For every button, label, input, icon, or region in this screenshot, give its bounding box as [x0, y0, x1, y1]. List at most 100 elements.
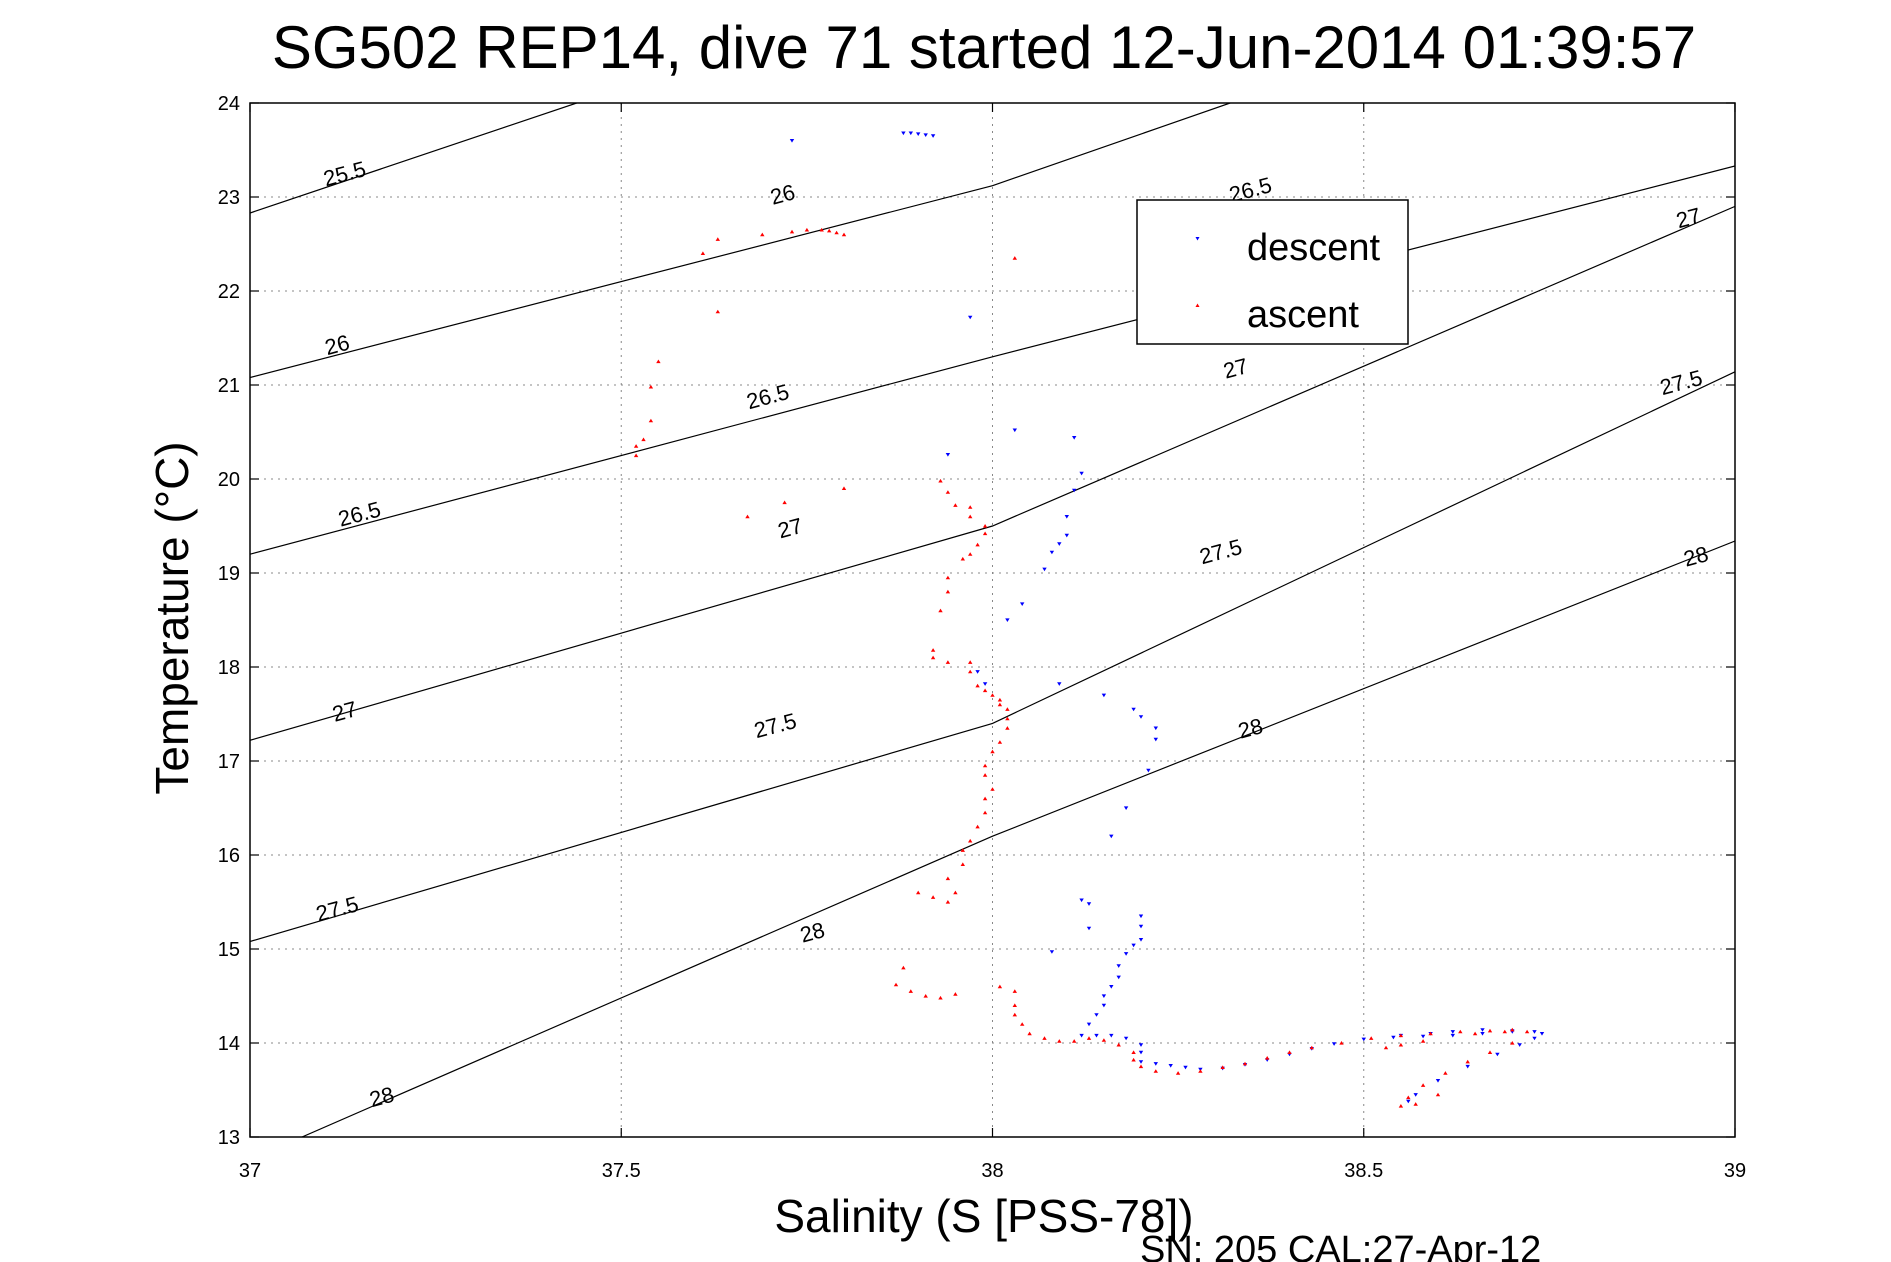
y-tick-label: 13 [218, 1127, 240, 1149]
ascent-point [1435, 1092, 1441, 1097]
descent-point [1101, 994, 1107, 998]
ascent-point [1510, 1027, 1515, 1032]
ascent-point [908, 989, 913, 993]
ascent-point [982, 810, 988, 815]
legend-descent-label: descent [1247, 227, 1381, 269]
descent-point [1116, 964, 1121, 968]
descent-point [1116, 975, 1121, 980]
descent-point [1072, 436, 1077, 440]
descent-point [1079, 898, 1084, 903]
descent-point [1138, 1043, 1144, 1047]
legend-descent-marker [1195, 237, 1200, 241]
ascent-point [1138, 1064, 1144, 1069]
ascent-point [982, 796, 988, 801]
descent-point [1138, 938, 1144, 942]
descent-point [1138, 914, 1144, 919]
grid [250, 103, 1735, 1137]
data-points [633, 131, 1545, 1108]
isopycnal-line [250, 103, 577, 214]
y-tick-label: 22 [218, 281, 240, 303]
descent-point [1532, 1036, 1537, 1041]
ascent-point [982, 763, 988, 768]
legend-ascent-marker [1195, 303, 1200, 307]
ascent-point [968, 514, 973, 519]
ascent-point [834, 230, 839, 235]
y-tick-label: 14 [218, 1033, 240, 1055]
ascent-point [1420, 1039, 1426, 1043]
ascent-point [1005, 707, 1010, 711]
ascent-point [997, 702, 1003, 707]
descent-point [1153, 737, 1158, 742]
legend: descent ascent [1136, 199, 1409, 345]
ascent-point [1012, 1012, 1017, 1017]
ascent-point [997, 740, 1003, 744]
ascent-point [953, 503, 958, 507]
ascent-point [782, 500, 787, 505]
ascent-point [1465, 1059, 1470, 1064]
y-tick-label: 20 [218, 469, 240, 491]
ascent-point [700, 251, 706, 255]
ascent-point [930, 648, 936, 652]
y-tick-label: 24 [218, 93, 240, 115]
x-axis-label: Salinity (S [PSS-78]) [774, 1190, 1193, 1242]
ascent-point [1012, 1003, 1017, 1007]
ascent-point [945, 900, 951, 904]
ascent-point [1153, 1069, 1158, 1073]
ascent-point [923, 994, 928, 998]
ascent-point [1057, 1039, 1062, 1043]
descent-point [1064, 533, 1069, 538]
descent-point [908, 131, 913, 136]
descent-point [789, 139, 795, 143]
descent-point [1123, 1036, 1129, 1041]
descent-point [930, 134, 936, 138]
ascent-point [938, 608, 943, 613]
ascent-point [997, 984, 1003, 989]
ascent-point [960, 556, 965, 561]
ascent-point [827, 228, 832, 233]
ascent-point [968, 552, 973, 556]
descent-point [968, 315, 973, 320]
ascent-point [789, 229, 795, 234]
ascent-point [968, 505, 973, 509]
descent-point [1123, 806, 1129, 810]
ascent-point [968, 838, 973, 843]
y-axis-label: Temperature (°C) [146, 441, 198, 794]
x-tick-label: 39 [1724, 1160, 1746, 1182]
ascent-point [1398, 1104, 1404, 1108]
descent-point [1138, 924, 1144, 929]
y-tick-label: 19 [218, 563, 240, 585]
descent-point [1109, 985, 1114, 989]
ascent-point [1472, 1031, 1478, 1036]
descent-point [1049, 950, 1055, 954]
descent-point [1168, 1064, 1173, 1068]
ascent-point [953, 890, 958, 895]
ascent-point [990, 693, 995, 697]
ascent-point [1012, 989, 1017, 993]
ascent-point [893, 982, 899, 987]
ascent-point [982, 688, 988, 693]
ascent-point [945, 589, 951, 594]
ascent-point [960, 848, 965, 852]
axis-ticks: 37 37.5 38 38.5 39 13 14 15 16 17 18 19 20 21 22 23 24 [218, 93, 1746, 1182]
descent-point [1123, 952, 1129, 956]
descent-point [1072, 488, 1077, 493]
descent-point [1042, 567, 1047, 572]
ascent-point [1175, 1071, 1181, 1075]
descent-point [1183, 1065, 1188, 1070]
ascent-point [1265, 1056, 1270, 1060]
descent-point [1146, 768, 1151, 773]
x-tick-label: 38 [981, 1160, 1003, 1182]
legend-box [1136, 199, 1409, 345]
ascent-point [656, 359, 661, 364]
ascent-point [1027, 1031, 1032, 1036]
descent-point [1094, 1013, 1099, 1017]
ascent-point [1510, 1041, 1515, 1045]
descent-point [1450, 1030, 1455, 1034]
ascent-point [641, 437, 646, 442]
x-tick-label: 37.5 [602, 1160, 641, 1182]
serial-calibration-note: SN: 205 CAL:27-Apr-12 [1140, 1229, 1541, 1262]
ascent-point [960, 862, 965, 866]
descent-point [1413, 1093, 1418, 1097]
ascent-point [1524, 1029, 1530, 1034]
